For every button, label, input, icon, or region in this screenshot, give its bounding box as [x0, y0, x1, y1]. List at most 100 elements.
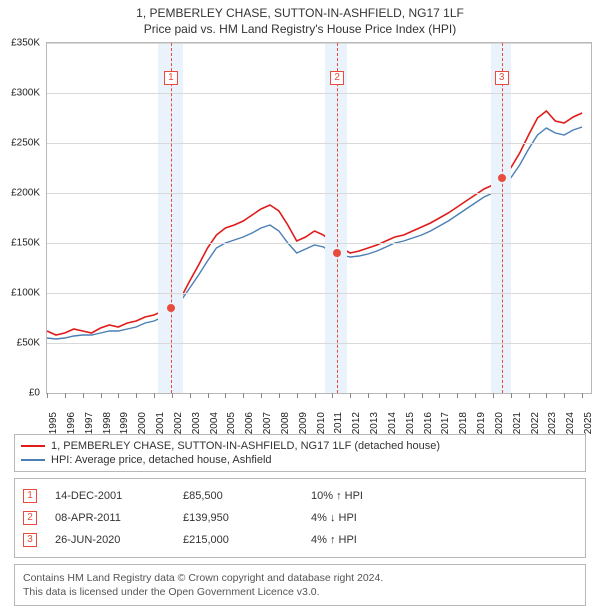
event-price: £215,000 [183, 534, 293, 546]
event-row: 114-DEC-2001£85,50010% ↑ HPI [23, 485, 577, 507]
plot-region: 1995199619971998199920002001200220032004… [46, 42, 592, 394]
events-table: 114-DEC-2001£85,50010% ↑ HPI208-APR-2011… [14, 478, 586, 558]
x-tick [118, 393, 119, 398]
x-tick-label: 2024 [565, 412, 576, 434]
event-num-box: 2 [23, 511, 37, 525]
footnote-line2: This data is licensed under the Open Gov… [23, 585, 577, 599]
x-tick [172, 393, 173, 398]
event-delta: 10% ↑ HPI [311, 490, 421, 502]
title-address: 1, PEMBERLEY CHASE, SUTTON-IN-ASHFIELD, … [0, 6, 600, 20]
gridline-h [47, 343, 591, 344]
x-tick [315, 393, 316, 398]
title-subtitle: Price paid vs. HM Land Registry's House … [0, 22, 600, 36]
x-tick-label: 2021 [512, 412, 523, 434]
x-tick [582, 393, 583, 398]
y-tick-label: £350K [11, 38, 40, 49]
x-tick-label: 2000 [137, 412, 148, 434]
gridline-h [47, 93, 591, 94]
x-tick [529, 393, 530, 398]
x-tick [350, 393, 351, 398]
legend: 1, PEMBERLEY CHASE, SUTTON-IN-ASHFIELD, … [14, 434, 586, 472]
x-tick-label: 2025 [583, 412, 594, 434]
x-tick [511, 393, 512, 398]
event-vline [337, 43, 338, 393]
x-tick [422, 393, 423, 398]
event-delta: 4% ↓ HPI [311, 512, 421, 524]
x-tick [101, 393, 102, 398]
event-date: 26-JUN-2020 [55, 534, 165, 546]
legend-swatch [21, 445, 45, 447]
legend-swatch [21, 459, 45, 461]
shaded-band [325, 43, 346, 393]
gridline-h [47, 43, 591, 44]
x-tick-label: 2022 [530, 412, 541, 434]
x-tick-label: 2019 [476, 412, 487, 434]
x-tick-label: 2009 [298, 412, 309, 434]
y-tick-label: £100K [11, 288, 40, 299]
x-tick-label: 2007 [262, 412, 273, 434]
x-tick [261, 393, 262, 398]
x-tick-label: 2003 [191, 412, 202, 434]
x-tick-label: 2011 [333, 412, 344, 434]
titles: 1, PEMBERLEY CHASE, SUTTON-IN-ASHFIELD, … [0, 0, 600, 38]
event-marker-box: 3 [495, 71, 509, 85]
gridline-h [47, 193, 591, 194]
x-tick-label: 2023 [547, 412, 558, 434]
x-tick-label: 2006 [244, 412, 255, 434]
legend-row: 1, PEMBERLEY CHASE, SUTTON-IN-ASHFIELD, … [21, 439, 579, 453]
y-tick-label: £200K [11, 188, 40, 199]
x-tick-label: 2020 [494, 412, 505, 434]
event-point [167, 304, 175, 312]
gridline-h [47, 243, 591, 244]
x-tick-label: 2013 [369, 412, 380, 434]
legend-label: 1, PEMBERLEY CHASE, SUTTON-IN-ASHFIELD, … [51, 440, 440, 452]
x-tick [279, 393, 280, 398]
x-tick [83, 393, 84, 398]
event-marker-box: 1 [164, 71, 178, 85]
y-tick-label: £0 [29, 388, 40, 399]
x-tick [136, 393, 137, 398]
event-point [333, 249, 341, 257]
y-tick-label: £150K [11, 238, 40, 249]
x-tick-label: 2012 [351, 412, 362, 434]
y-axis-labels: £0 £50K £100K £150K £200K £250K £300K £350K [0, 38, 44, 428]
event-vline [502, 43, 503, 393]
event-delta: 4% ↑ HPI [311, 534, 421, 546]
x-tick [493, 393, 494, 398]
x-tick [404, 393, 405, 398]
x-tick [564, 393, 565, 398]
x-tick [243, 393, 244, 398]
event-vline [171, 43, 172, 393]
gridline-h [47, 293, 591, 294]
footnote: Contains HM Land Registry data © Crown c… [14, 564, 586, 606]
x-tick-label: 1995 [48, 412, 59, 434]
x-tick [332, 393, 333, 398]
x-tick-label: 2002 [173, 412, 184, 434]
x-tick [546, 393, 547, 398]
y-tick-label: £250K [11, 138, 40, 149]
event-row: 208-APR-2011£139,9504% ↓ HPI [23, 507, 577, 529]
x-tick-label: 2008 [280, 412, 291, 434]
x-tick-label: 2004 [209, 412, 220, 434]
x-tick-label: 2018 [458, 412, 469, 434]
y-tick-label: £300K [11, 88, 40, 99]
gridline-h [47, 143, 591, 144]
x-tick [65, 393, 66, 398]
x-tick [368, 393, 369, 398]
x-tick [457, 393, 458, 398]
chart-container: 1, PEMBERLEY CHASE, SUTTON-IN-ASHFIELD, … [0, 0, 600, 606]
y-tick-label: £50K [17, 338, 40, 349]
legend-label: HPI: Average price, detached house, Ashf… [51, 454, 272, 466]
event-price: £139,950 [183, 512, 293, 524]
x-tick-label: 2017 [440, 412, 451, 434]
event-row: 326-JUN-2020£215,0004% ↑ HPI [23, 529, 577, 551]
x-tick-label: 1998 [102, 412, 113, 434]
x-tick-label: 2005 [226, 412, 237, 434]
x-tick-label: 1999 [119, 412, 130, 434]
x-tick [208, 393, 209, 398]
x-tick [475, 393, 476, 398]
x-tick [47, 393, 48, 398]
x-tick-label: 2015 [405, 412, 416, 434]
event-point [498, 174, 506, 182]
event-marker-box: 2 [330, 71, 344, 85]
